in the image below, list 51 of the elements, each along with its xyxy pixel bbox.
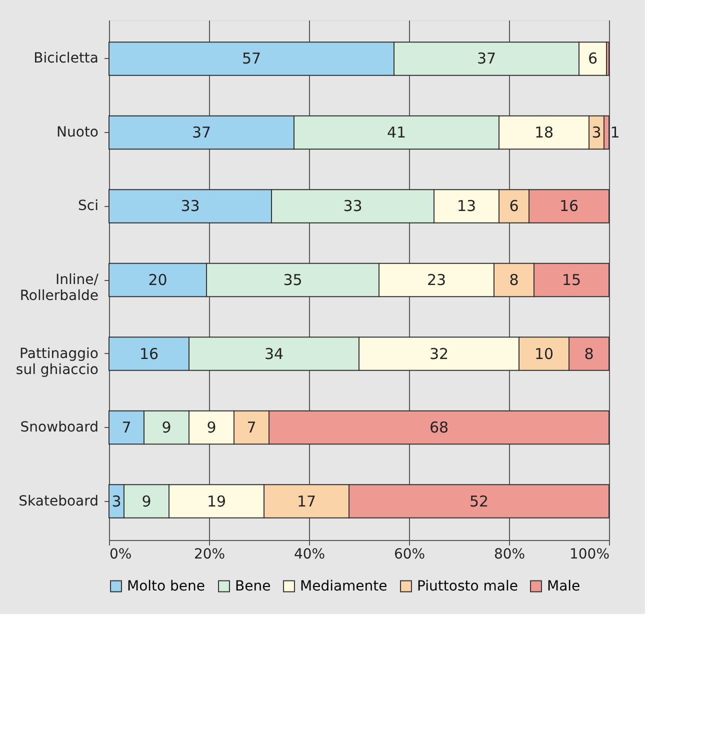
data-label: 18 (534, 123, 554, 142)
data-label: 6 (588, 50, 598, 68)
x-tick-label: 80% (494, 546, 526, 562)
x-tick-label: 100% (569, 546, 610, 562)
data-label: 37 (476, 50, 496, 68)
data-label: 19 (206, 492, 226, 510)
x-tick-label: 60% (394, 546, 426, 562)
legend-label: Mediamente (300, 578, 388, 594)
legend-label: Piuttosto male (417, 578, 518, 594)
data-label: 20 (148, 271, 168, 289)
data-label: 7 (246, 418, 256, 437)
data-label: 41 (386, 123, 406, 142)
data-label: 6 (509, 197, 519, 216)
data-label: 35 (283, 271, 302, 289)
data-label: 23 (426, 271, 446, 289)
data-label: 16 (559, 197, 579, 216)
data-label: 8 (509, 271, 519, 289)
data-label: 68 (429, 418, 449, 437)
legend-label: Bene (235, 578, 271, 594)
data-label: 8 (584, 344, 594, 363)
data-label: 1 (610, 123, 620, 142)
data-label: 3 (592, 123, 602, 142)
y-tick-label: Pattinaggio sul ghiaccio (16, 346, 98, 378)
data-label: 9 (142, 492, 152, 510)
legend-label: Male (547, 578, 580, 594)
data-label: 10 (534, 344, 554, 363)
data-label: 57 (242, 50, 262, 68)
data-label: 16 (139, 344, 159, 363)
y-tick-label: Sci (78, 198, 98, 214)
y-tick-label: Skateboard (18, 493, 98, 510)
data-label: 17 (296, 492, 316, 510)
data-label: 7 (122, 418, 132, 437)
x-tick-label: 40% (294, 546, 326, 562)
data-label: 9 (206, 418, 216, 437)
y-tick-label: Bicicletta (34, 50, 98, 67)
x-tick-label: 20% (194, 546, 226, 562)
data-label: 15 (562, 271, 582, 289)
y-tick-label: Inline/ Rollerbalde (20, 272, 99, 304)
data-label: 13 (456, 197, 476, 216)
y-tick-label: Nuoto (56, 124, 98, 140)
legend-label: Molto bene (127, 578, 206, 594)
x-tick-label: 0% (110, 546, 132, 562)
data-label: 37 (192, 123, 212, 142)
data-label: 33 (180, 197, 200, 216)
y-tick-label: Snowboard (20, 420, 98, 436)
data-label: 32 (429, 344, 449, 363)
data-label: 3 (112, 492, 122, 510)
data-label: 33 (343, 197, 362, 216)
data-label: 52 (469, 492, 489, 510)
data-label: 9 (162, 418, 172, 437)
data-label: 34 (264, 344, 284, 363)
